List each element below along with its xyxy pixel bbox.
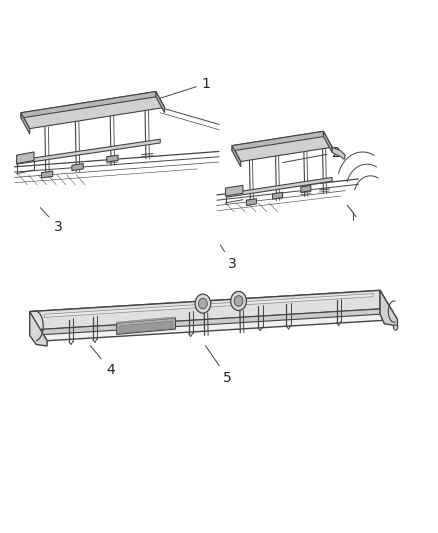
Polygon shape: [30, 312, 47, 346]
Polygon shape: [226, 185, 243, 196]
Polygon shape: [21, 113, 30, 134]
Circle shape: [198, 298, 207, 309]
Polygon shape: [30, 309, 380, 335]
Polygon shape: [42, 171, 53, 178]
Polygon shape: [117, 317, 176, 323]
Text: 1: 1: [126, 77, 211, 109]
Text: 3: 3: [40, 207, 62, 234]
Polygon shape: [332, 147, 345, 159]
Polygon shape: [228, 177, 332, 197]
Circle shape: [231, 292, 247, 311]
Text: 4: 4: [90, 345, 115, 377]
Polygon shape: [30, 290, 380, 330]
Text: 5: 5: [205, 346, 232, 385]
Polygon shape: [21, 92, 156, 118]
Polygon shape: [380, 290, 397, 326]
Polygon shape: [120, 321, 173, 333]
Circle shape: [234, 296, 243, 306]
Polygon shape: [17, 152, 34, 164]
Polygon shape: [117, 318, 176, 334]
Polygon shape: [107, 155, 118, 162]
Circle shape: [393, 325, 398, 330]
Text: 3: 3: [220, 245, 237, 271]
Polygon shape: [156, 92, 165, 113]
Polygon shape: [232, 146, 241, 167]
Circle shape: [195, 294, 211, 313]
Polygon shape: [30, 290, 397, 341]
Polygon shape: [232, 131, 332, 161]
Text: 2: 2: [283, 146, 341, 163]
Polygon shape: [44, 294, 374, 317]
Polygon shape: [272, 192, 283, 199]
Polygon shape: [323, 131, 332, 152]
Polygon shape: [247, 199, 256, 206]
Polygon shape: [232, 131, 323, 151]
Polygon shape: [17, 139, 160, 164]
Polygon shape: [301, 185, 311, 192]
Polygon shape: [21, 92, 165, 128]
Polygon shape: [72, 164, 83, 171]
